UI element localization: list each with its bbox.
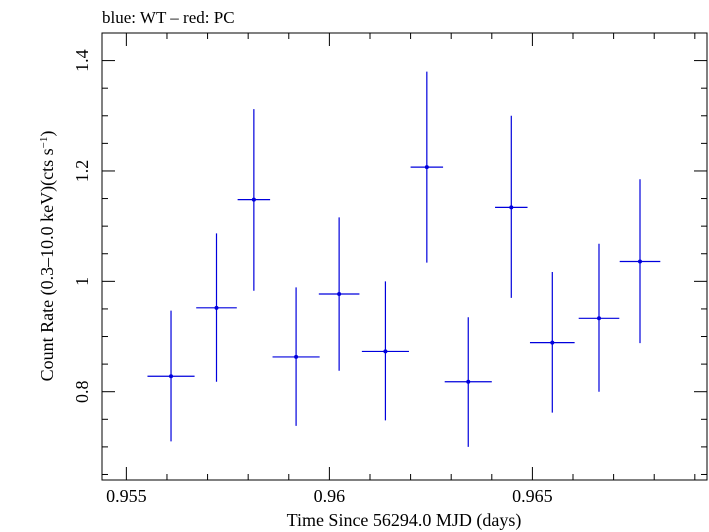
data-point	[410, 71, 444, 263]
y-tick-label: 1.4	[72, 49, 92, 71]
data-marker	[383, 349, 388, 354]
data-points	[147, 71, 661, 447]
y-axis-label-exponent: −1	[38, 137, 50, 149]
y-tick-label: 1	[72, 277, 92, 286]
y-tick-label: 0.8	[72, 380, 92, 403]
data-point	[578, 243, 620, 392]
x-tick-label: 0.96	[314, 486, 346, 506]
data-marker	[509, 205, 514, 210]
data-marker	[596, 316, 601, 321]
y-axis-label: Count Rate (0.3–10.0 keV)(cts s−1)	[37, 131, 58, 382]
data-point	[619, 179, 661, 344]
x-axis-label: Time Since 56294.0 MJD (days)	[287, 510, 522, 531]
data-marker	[424, 165, 429, 170]
x-tick-label: 0.955	[106, 486, 147, 506]
x-tick-label: 0.965	[512, 486, 553, 506]
data-point	[529, 271, 575, 413]
y-axis-label-main: Count Rate (0.3–10.0 keV)(cts s	[37, 148, 58, 381]
data-point	[196, 233, 237, 382]
data-point	[237, 109, 271, 291]
data-marker	[550, 340, 555, 345]
y-tick-label: 1.2	[72, 160, 92, 183]
plot-frame	[101, 32, 708, 481]
axis-ticks	[102, 32, 707, 480]
y-axis-label-close: )	[37, 131, 58, 137]
data-marker	[466, 379, 471, 384]
data-marker	[337, 292, 342, 297]
data-marker	[251, 197, 256, 202]
data-point	[318, 217, 360, 371]
data-marker	[169, 374, 174, 379]
data-marker	[294, 354, 299, 359]
data-marker	[638, 259, 643, 264]
data-point	[444, 317, 492, 447]
data-point	[147, 310, 195, 442]
axis-tick-labels: 0.955 0.96 0.965 0.8 1 1.2 1.4	[72, 49, 553, 506]
chart-title: blue: WT – red: PC	[102, 8, 235, 27]
data-marker	[214, 305, 219, 310]
data-point	[272, 287, 320, 426]
data-point	[495, 115, 528, 298]
data-point	[361, 281, 409, 421]
